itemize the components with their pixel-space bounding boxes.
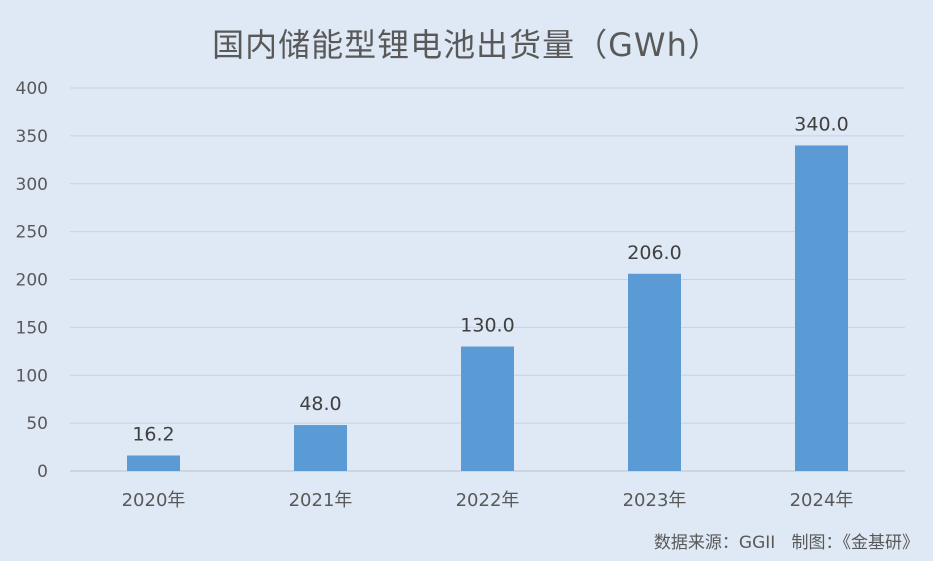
- y-tick-label: 350: [16, 127, 48, 147]
- x-category-label: 2024年: [790, 490, 854, 511]
- data-label: 340.0: [794, 113, 848, 135]
- y-tick-label: 400: [16, 79, 48, 99]
- data-labels: 16.2 48.0 130.0 206.0 340.0: [132, 113, 848, 445]
- data-label: 16.2: [132, 423, 174, 445]
- x-category-label: 2023年: [623, 490, 687, 511]
- x-category-label: 2022年: [456, 490, 520, 511]
- bars: [127, 145, 848, 471]
- y-tick-label: 100: [16, 366, 48, 386]
- bar: [461, 346, 514, 471]
- y-tick-label: 300: [16, 175, 48, 195]
- y-tick-label: 250: [16, 223, 48, 243]
- data-label: 206.0: [627, 242, 681, 264]
- bar: [628, 273, 681, 471]
- data-label: 48.0: [299, 393, 341, 415]
- data-label: 130.0: [460, 315, 514, 337]
- x-category-label: 2021年: [289, 490, 353, 511]
- chart-title: 国内储能型锂电池出货量（GWh）: [212, 26, 721, 64]
- y-tick-label: 0: [37, 462, 48, 482]
- source-note: 数据来源：GGII 制图：《金基研》: [653, 533, 919, 553]
- y-tick-label: 50: [26, 414, 48, 434]
- x-category-label: 2020年: [122, 490, 186, 511]
- y-tick-label: 200: [16, 271, 48, 291]
- bar: [127, 455, 180, 471]
- y-axis-ticks: 0 50 100 150 200 250 300 350 400: [16, 79, 48, 482]
- bar: [294, 425, 347, 471]
- y-tick-label: 150: [16, 318, 48, 338]
- bar: [795, 145, 848, 471]
- x-axis-categories: 2020年 2021年 2022年 2023年 2024年: [122, 490, 854, 511]
